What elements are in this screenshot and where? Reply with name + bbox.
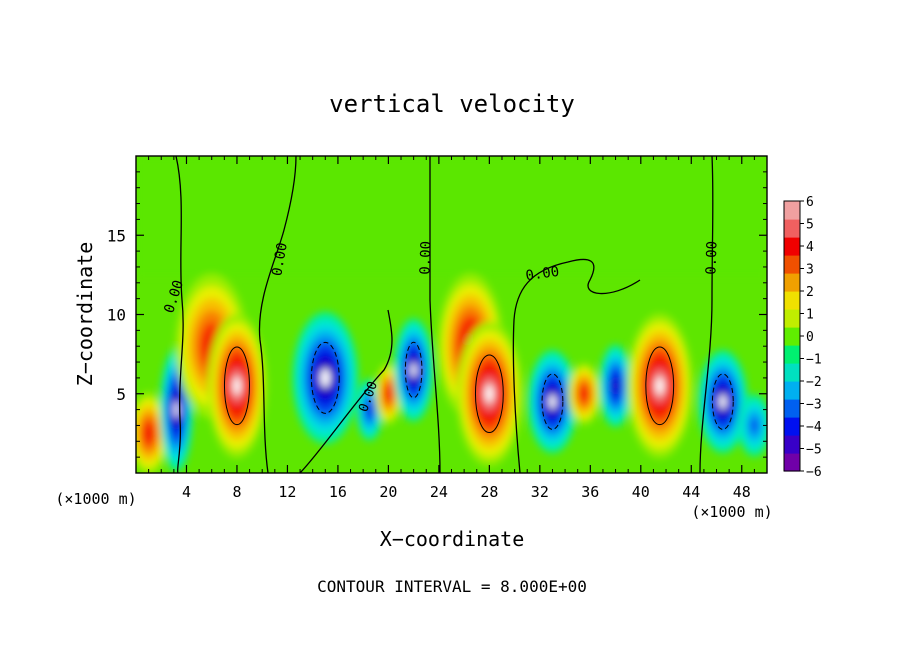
negative-contour [404,341,423,399]
y-tick-label: 10 [107,306,126,325]
zero-contour [175,156,184,473]
zero-contour [512,258,641,473]
velocity-cell [292,312,359,444]
velocity-cell [737,394,767,457]
colorbar-tick-label: 0 [806,330,814,345]
contour-label: 0.00 [417,241,434,275]
velocity-cell [527,350,578,454]
colorbar-swatch [784,237,800,256]
zero-contour [299,309,393,473]
x-tick-label: 32 [531,483,549,501]
colorbar-swatch [784,309,800,328]
negative-contour [310,341,340,414]
colorbar-swatch [784,291,800,310]
x-tick-label: 8 [232,483,241,501]
contour-label: 0.00 [269,241,291,277]
velocity-cell [599,344,632,428]
zero-contour [429,156,441,473]
zero-contour [258,156,297,473]
x-units-right: (×1000 m) [691,503,772,521]
y-axis-label: Z−coordinate [73,242,97,387]
x-units-left: (×1000 m) [55,490,136,508]
velocity-cell [207,313,267,458]
y-tick-label: 15 [107,226,126,245]
colorbar-swatch [784,219,800,238]
velocity-cell [136,392,169,473]
x-tick-label: 36 [581,483,599,501]
colorbar-tick-label: −5 [806,443,822,458]
colorbar: 6 5 4 3 2 1 0 −1 −2 −3 −4 −5 −6 [783,195,822,480]
colorbar-swatch [784,345,800,364]
colorbar-swatch [784,327,800,346]
colorbar-swatch [784,453,800,472]
contour-label: 0.00 [703,241,720,275]
positive-contour [223,346,250,426]
velocity-cell [567,362,601,425]
colorbar-swatch [784,201,800,220]
colorbar-tick-label: 6 [806,195,814,210]
colorbar-tick-label: 2 [806,285,814,300]
x-axis: 4 8 12 16 20 24 28 32 36 40 44 48 [148,156,755,501]
zero-contour [699,156,714,473]
negative-contour [711,373,734,430]
colorbar-tick-label: 5 [806,218,814,233]
x-tick-label: 48 [733,483,751,501]
colorbar-tick-label: −3 [806,398,822,413]
x-tick-label: 24 [430,483,448,501]
velocity-field [136,156,767,473]
x-tick-label: 44 [682,483,700,501]
colorbar-tick-label: −6 [806,465,822,480]
colorbar-swatch [784,363,800,382]
colorbar-tick-label: 3 [806,263,814,278]
x-tick-label: 40 [632,483,650,501]
colorbar-swatch [784,399,800,418]
x-tick-label: 16 [329,483,347,501]
contour-interval-note: CONTOUR INTERVAL = 8.000E+00 [317,577,587,596]
colorbar-swatch [784,273,800,292]
chart-title: vertical velocity [329,90,575,118]
y-tick-label: 5 [116,385,126,404]
colorbar-tick-label: −4 [806,420,822,435]
velocity-cell [393,318,434,422]
velocity-cell [626,313,693,458]
positive-contour [474,354,504,434]
negative-contour [541,373,564,430]
colorbar-swatch [784,417,800,436]
x-axis-label: X−coordinate [380,527,525,551]
contour-label: 0.00 [525,264,561,285]
x-tick-label: 4 [182,483,191,501]
contour-lines [175,156,734,473]
colorbar-tick-label: 4 [806,240,814,255]
y-axis: 5 10 15 [107,171,767,458]
colorbar-tick-label: −2 [806,375,822,390]
colorbar-swatch [784,435,800,454]
x-tick-label: 12 [278,483,296,501]
x-tick-label: 20 [379,483,397,501]
x-tick-label: 28 [480,483,498,501]
positive-contour [645,346,675,426]
velocity-cell [456,321,523,466]
colorbar-swatch [784,255,800,274]
velocity-cell [698,350,748,454]
colorbar-tick-label: 1 [806,308,814,323]
colorbar-swatch [784,381,800,400]
colorbar-tick-label: −1 [806,353,822,368]
velocity-cells [136,156,767,473]
